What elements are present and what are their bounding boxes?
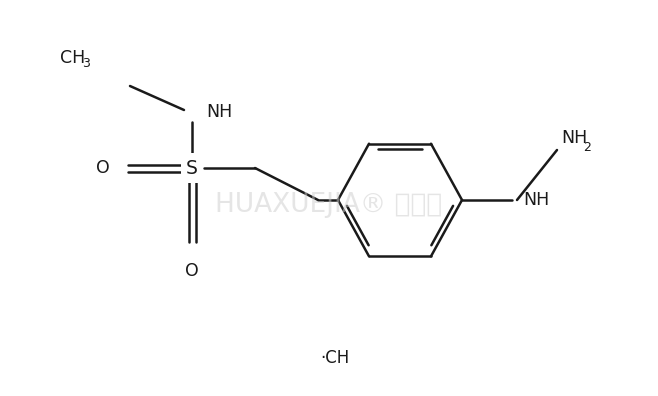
Text: 3: 3	[82, 57, 90, 70]
Text: NH: NH	[206, 103, 232, 121]
Text: 2: 2	[583, 141, 591, 154]
Text: NH: NH	[561, 129, 587, 147]
Text: HUAXUEJIA® 化学加: HUAXUEJIA® 化学加	[215, 192, 443, 218]
Text: ·CH: ·CH	[320, 349, 349, 367]
Text: NH: NH	[523, 191, 549, 209]
Text: S: S	[186, 158, 198, 177]
Text: O: O	[185, 262, 199, 280]
Text: O: O	[96, 159, 110, 177]
Text: CH: CH	[60, 49, 86, 67]
